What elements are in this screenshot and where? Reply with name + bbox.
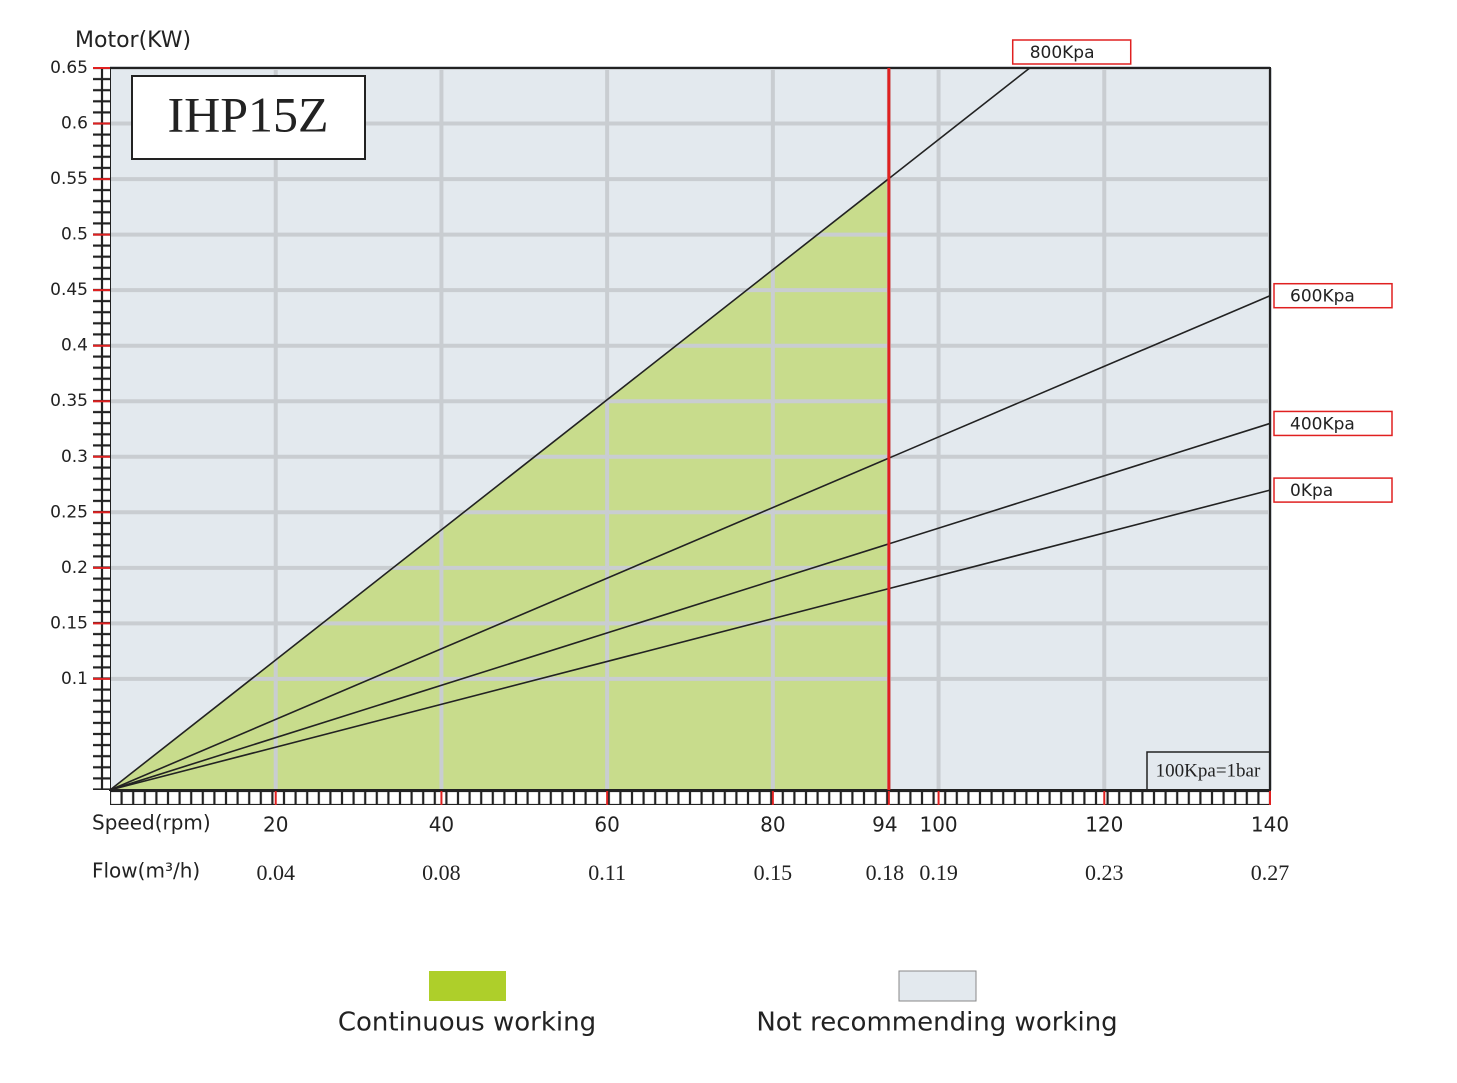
y-tick-label: 0.2 xyxy=(61,558,88,578)
x-tick-label: 60 xyxy=(594,813,619,837)
x-tick-label: 140 xyxy=(1251,813,1289,837)
series-label: 800Kpa xyxy=(1030,43,1095,63)
model-name: IHP15Z xyxy=(167,86,328,142)
y-tick-label: 0.1 xyxy=(61,669,88,689)
x-tick-label: 40 xyxy=(429,813,454,837)
series-line xyxy=(109,422,1271,791)
series-label-box xyxy=(1273,410,1393,437)
legend-label: Not recommending working xyxy=(756,1008,1117,1038)
flow-label: 0.23 xyxy=(1085,860,1124,885)
y-tick-label: 0.25 xyxy=(50,502,88,522)
series-label-box xyxy=(1273,477,1393,503)
y-tick-label: 0.3 xyxy=(61,447,88,467)
flow-label: 0.11 xyxy=(588,860,626,885)
series-label-box xyxy=(1273,282,1393,309)
y-tick-label: 0.35 xyxy=(50,391,88,411)
legend-swatch xyxy=(898,970,977,1002)
y-tick-label: 0.15 xyxy=(50,613,88,633)
x-tick-label: 94 xyxy=(872,813,897,837)
x-tick-label: 20 xyxy=(263,813,288,837)
series-line xyxy=(109,67,1031,791)
flow-label: 0.04 xyxy=(256,860,295,885)
x-tick-label: 100 xyxy=(919,813,957,837)
x-tick-label: 80 xyxy=(760,813,785,837)
series-line xyxy=(109,489,1271,791)
y-tick-label: 0.5 xyxy=(61,225,88,245)
flow-label: 0.27 xyxy=(1251,860,1290,885)
x-axis-label: Speed(rpm) xyxy=(92,811,211,835)
flow-label: 0.15 xyxy=(754,860,793,885)
series-label-box xyxy=(1011,39,1132,65)
y-tick-label: 0.65 xyxy=(50,58,88,78)
series-label: 600Kpa xyxy=(1290,287,1355,307)
y-tick-label: 0.4 xyxy=(61,336,88,356)
note: 100Kpa=1bar xyxy=(1156,760,1261,781)
y-tick-label: 0.55 xyxy=(50,169,88,189)
series-label: 400Kpa xyxy=(1290,414,1355,434)
flow-label: 0.19 xyxy=(919,860,958,885)
y-tick-label: 0.45 xyxy=(50,280,88,300)
y-tick-label: 0.6 xyxy=(61,114,88,134)
flow-label: 0.08 xyxy=(422,860,461,885)
x-ruler xyxy=(110,791,1270,805)
y-ruler xyxy=(93,68,110,790)
x2-axis-label: Flow(m³/h) xyxy=(92,859,200,883)
note-box xyxy=(1146,751,1270,790)
model-box xyxy=(131,75,366,160)
legend-swatch xyxy=(429,971,506,1001)
series-line xyxy=(109,294,1271,791)
series-label: 0Kpa xyxy=(1290,481,1333,501)
x-tick-label: 120 xyxy=(1085,813,1123,837)
legend-label: Continuous working xyxy=(338,1008,596,1038)
y-axis-label: Motor(KW) xyxy=(75,28,191,53)
flow-label: 0.18 xyxy=(866,860,905,885)
